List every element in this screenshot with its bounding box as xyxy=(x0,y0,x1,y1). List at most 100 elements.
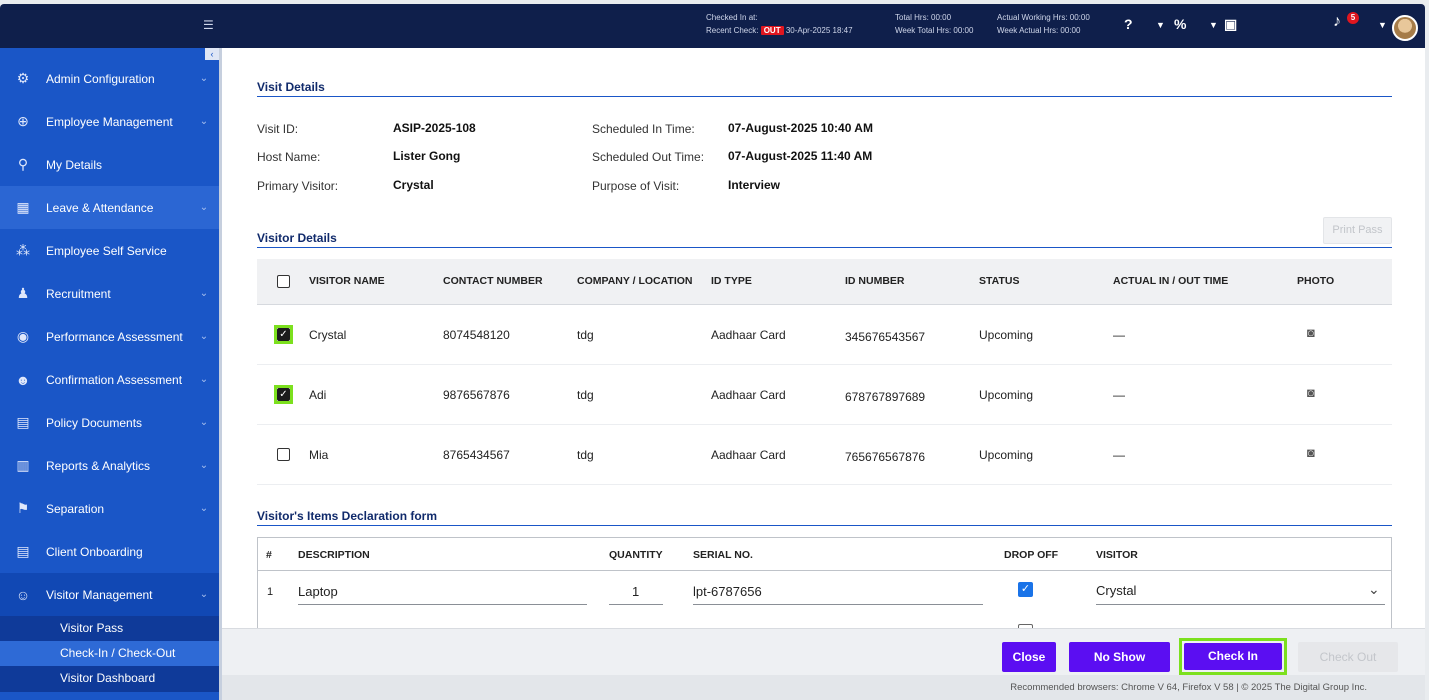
sidebar-scrollbar[interactable] xyxy=(219,48,222,700)
contact-number: 8765434567 xyxy=(443,448,510,462)
profile-dropdown-icon[interactable]: ▼ xyxy=(1378,20,1387,30)
chevron-down-icon: ⌄ xyxy=(199,374,209,385)
sidebar-item-recruitment[interactable]: ♟ Recruitment ⌄ xyxy=(0,272,219,315)
camera-icon[interactable]: ◙ xyxy=(1307,325,1315,340)
description-input[interactable]: Laptop xyxy=(298,584,338,599)
chevron-down-icon: ⌄ xyxy=(199,331,209,342)
company-location: tdg xyxy=(577,328,594,342)
checkbox-highlight xyxy=(274,325,293,344)
primary-visitor-value: Crystal xyxy=(393,178,434,192)
sidebar-item-my-details[interactable]: ⚲ My Details xyxy=(0,143,219,186)
purpose-value: Interview xyxy=(728,178,781,192)
id-number: 765676567876 xyxy=(845,450,926,464)
confirmation-icon: ☻ xyxy=(15,371,31,388)
col-photo: PHOTO xyxy=(1297,275,1335,287)
check-out-button[interactable]: Check Out xyxy=(1298,642,1398,672)
col-visitor: VISITOR xyxy=(1096,549,1138,561)
sidebar-item-separation[interactable]: ⚑ Separation ⌄ xyxy=(0,487,219,530)
action-footer: Close No Show Check In Check Out Recomme… xyxy=(222,628,1425,700)
chevron-down-icon[interactable]: ⌄ xyxy=(1368,581,1380,597)
actual-in-out-time: — xyxy=(1113,448,1125,462)
actual-working-hrs: Actual Working Hrs: 00:00 xyxy=(997,13,1090,22)
select-all-checkbox[interactable] xyxy=(277,275,290,288)
menu-search-icon[interactable]: ☰ xyxy=(203,18,214,32)
sidebar-item-employee-management[interactable]: ⊕ Employee Management ⌄ xyxy=(0,100,219,143)
camera-icon[interactable]: ◙ xyxy=(1307,445,1315,460)
row-checkbox[interactable]: ✓ xyxy=(277,328,290,341)
sidebar-subitem-check-in-check-out[interactable]: Check-In / Check-Out xyxy=(0,641,219,666)
row-checkbox[interactable]: ✓ xyxy=(277,388,290,401)
help-icon[interactable]: ? xyxy=(1124,16,1133,32)
performance-icon: ◉ xyxy=(16,328,30,344)
actual-in-out-time: — xyxy=(1113,328,1125,342)
sidebar-item-reports-analytics[interactable]: ▥ Reports & Analytics ⌄ xyxy=(0,444,219,487)
calendar-icon: ▦ xyxy=(16,199,30,215)
sidebar-item-employee-self-service[interactable]: ⁂ Employee Self Service xyxy=(0,229,219,272)
close-button[interactable]: Close xyxy=(1002,642,1056,672)
company-location: tdg xyxy=(577,448,594,462)
sidebar-item-client-onboarding[interactable]: ▤ Client Onboarding xyxy=(0,530,219,573)
top-bar: ☰ Checked In at: Recent Check: OUT 30-Ap… xyxy=(0,4,1425,48)
sidebar-item-admin-configuration[interactable]: ⚙ Admin Configuration ⌄ xyxy=(0,57,219,100)
serial-input[interactable]: lpt-6787656 xyxy=(693,584,762,599)
items-declaration-title: Visitor's Items Declaration form xyxy=(257,509,438,523)
calendar-dropdown-icon[interactable]: ▼ xyxy=(1209,20,1218,30)
chevron-down-icon: ⌄ xyxy=(199,202,209,213)
col-contact-number: CONTACT NUMBER xyxy=(443,275,543,287)
document-icon: ▤ xyxy=(16,414,30,430)
sidebar-item-confirmation-assessment[interactable]: ☻ Confirmation Assessment ⌄ xyxy=(0,358,219,401)
description-underline xyxy=(298,604,587,605)
recruitment-icon: ♟ xyxy=(16,285,30,301)
contact-number: 9876567876 xyxy=(443,388,510,402)
scheduled-in-value: 07-August-2025 10:40 AM xyxy=(728,121,873,135)
help-dropdown-icon[interactable]: ▼ xyxy=(1156,20,1165,30)
checkbox-highlight xyxy=(274,385,293,404)
drop-off-checkbox[interactable]: ✓ xyxy=(1018,582,1033,597)
chevron-down-icon: ⌄ xyxy=(199,503,209,514)
link-icon[interactable]: % xyxy=(1174,16,1187,32)
visitor-name: Adi xyxy=(309,388,327,402)
bell-icon[interactable]: ♪ xyxy=(1333,13,1341,30)
col-actual-in-out: ACTUAL IN / OUT TIME xyxy=(1113,275,1229,287)
status: Upcoming xyxy=(979,448,1034,462)
sidebar-item-policy-documents[interactable]: ▤ Policy Documents ⌄ xyxy=(0,401,219,444)
no-show-button[interactable]: No Show xyxy=(1069,642,1170,672)
sidebar-item-leave-attendance[interactable]: ▦ Leave & Attendance ⌄ xyxy=(0,186,219,229)
calendar-clock-icon[interactable]: ▣ xyxy=(1224,16,1238,32)
table-row: Mia 8765434567 tdg Aadhaar Card 76567656… xyxy=(257,425,1392,485)
status: Upcoming xyxy=(979,328,1034,342)
scheduled-in-label: Scheduled In Time: xyxy=(592,122,695,136)
user-icon: ⚲ xyxy=(17,156,29,172)
print-pass-button[interactable]: Print Pass xyxy=(1323,217,1392,244)
avatar[interactable] xyxy=(1392,15,1418,41)
table-row: ✓ Adi 9876567876 tdg Aadhaar Card 678767… xyxy=(257,365,1392,425)
chevron-down-icon: ⌄ xyxy=(199,589,209,600)
sidebar-subitem-visitor-dashboard[interactable]: Visitor Dashboard xyxy=(60,671,156,685)
sidebar-item-visitor-management[interactable]: ☺ Visitor Management ⌄ xyxy=(0,573,219,616)
check-in-button[interactable]: Check In xyxy=(1184,643,1282,670)
visitor-management-submenu: Visitor Pass Check-In / Check-Out Visito… xyxy=(0,616,219,692)
camera-icon[interactable]: ◙ xyxy=(1307,385,1315,400)
primary-visitor-label: Primary Visitor: xyxy=(257,179,339,193)
quantity-input[interactable]: 1 xyxy=(632,584,640,599)
sidebar-item-performance-assessment[interactable]: ◉ Performance Assessment ⌄ xyxy=(0,315,219,358)
chevron-down-icon: ⌄ xyxy=(199,116,209,127)
visitor-name: Crystal xyxy=(309,328,347,342)
separation-icon: ⚑ xyxy=(16,500,30,516)
check-in-highlight xyxy=(1179,638,1287,675)
visitor-select[interactable]: Crystal xyxy=(1096,583,1137,598)
host-name-label: Host Name: xyxy=(257,150,321,164)
sidebar-subitem-visitor-pass[interactable]: Visitor Pass xyxy=(60,621,124,635)
notification-badge: 5 xyxy=(1347,12,1359,24)
items-table-header: # DESCRIPTION QUANTITY SERIAL NO. DROP O… xyxy=(258,538,1391,571)
settings-icon: ⚙ xyxy=(16,70,30,86)
col-id-type: ID TYPE xyxy=(711,275,752,287)
main-content: Visit Details Visit ID: ASIP-2025-108 Ho… xyxy=(222,48,1425,628)
drop-off-checkbox[interactable] xyxy=(1018,624,1033,628)
visitor-underline xyxy=(1096,604,1385,605)
id-number: 678767897689 xyxy=(845,390,926,404)
col-id-number: ID NUMBER xyxy=(845,275,905,287)
sidebar-collapse-icon[interactable]: ‹ xyxy=(205,48,219,60)
row-checkbox[interactable] xyxy=(277,448,290,461)
